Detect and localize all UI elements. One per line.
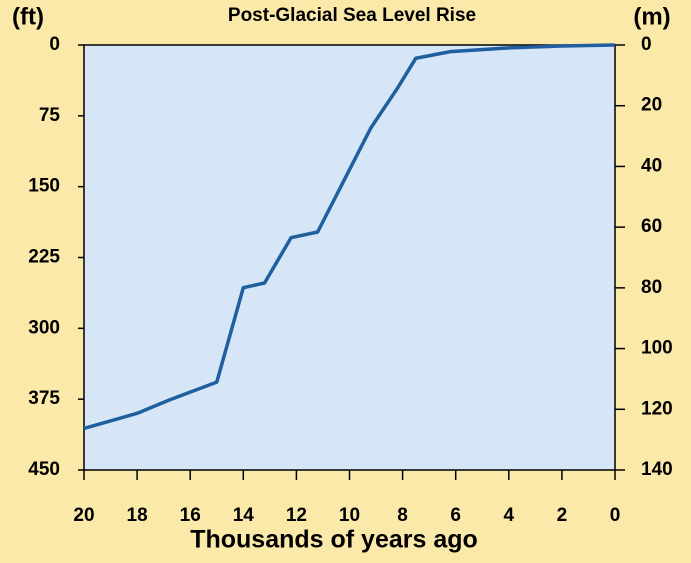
y-tick-label: 300 [28, 317, 60, 338]
y2-tick-label: 20 [641, 95, 662, 116]
chart-title: Post-Glacial Sea Level Rise [228, 5, 476, 26]
y2-axis-label: (m) [633, 3, 670, 30]
x-tick-label: 0 [610, 505, 621, 526]
x-tick-label: 16 [180, 505, 201, 526]
x-tick-label: 18 [127, 505, 148, 526]
data-line [83, 43, 616, 431]
x-tick-label: 12 [286, 505, 307, 526]
y-tick-label: 75 [39, 105, 61, 126]
y2-tick-label: 140 [641, 459, 673, 480]
x-tick-label: 2 [557, 505, 568, 526]
y-axis-label: (ft) [12, 3, 44, 30]
x-tick-label: 6 [450, 505, 461, 526]
x-axis-label: Thousands of years ago [190, 526, 478, 554]
y-tick-label: 0 [49, 34, 60, 55]
y2-tick-label: 120 [641, 398, 673, 419]
x-tick-label: 8 [397, 505, 408, 526]
x-tick-label: 4 [504, 505, 515, 526]
y2-tick-label: 0 [641, 34, 652, 55]
y2-tick-label: 80 [641, 277, 662, 298]
y2-tick-label: 60 [641, 216, 662, 237]
x-tick-label: 10 [339, 505, 360, 526]
y-tick-label: 225 [28, 247, 60, 268]
y-tick-label: 150 [28, 176, 60, 197]
plot-area [83, 44, 616, 471]
y-tick-label: 375 [28, 388, 60, 409]
y2-tick-label: 40 [641, 155, 662, 176]
y-tick-label: 450 [28, 459, 60, 480]
x-tick-label: 20 [73, 505, 94, 526]
x-tick-label: 14 [233, 505, 255, 526]
y2-tick-label: 100 [641, 338, 673, 359]
